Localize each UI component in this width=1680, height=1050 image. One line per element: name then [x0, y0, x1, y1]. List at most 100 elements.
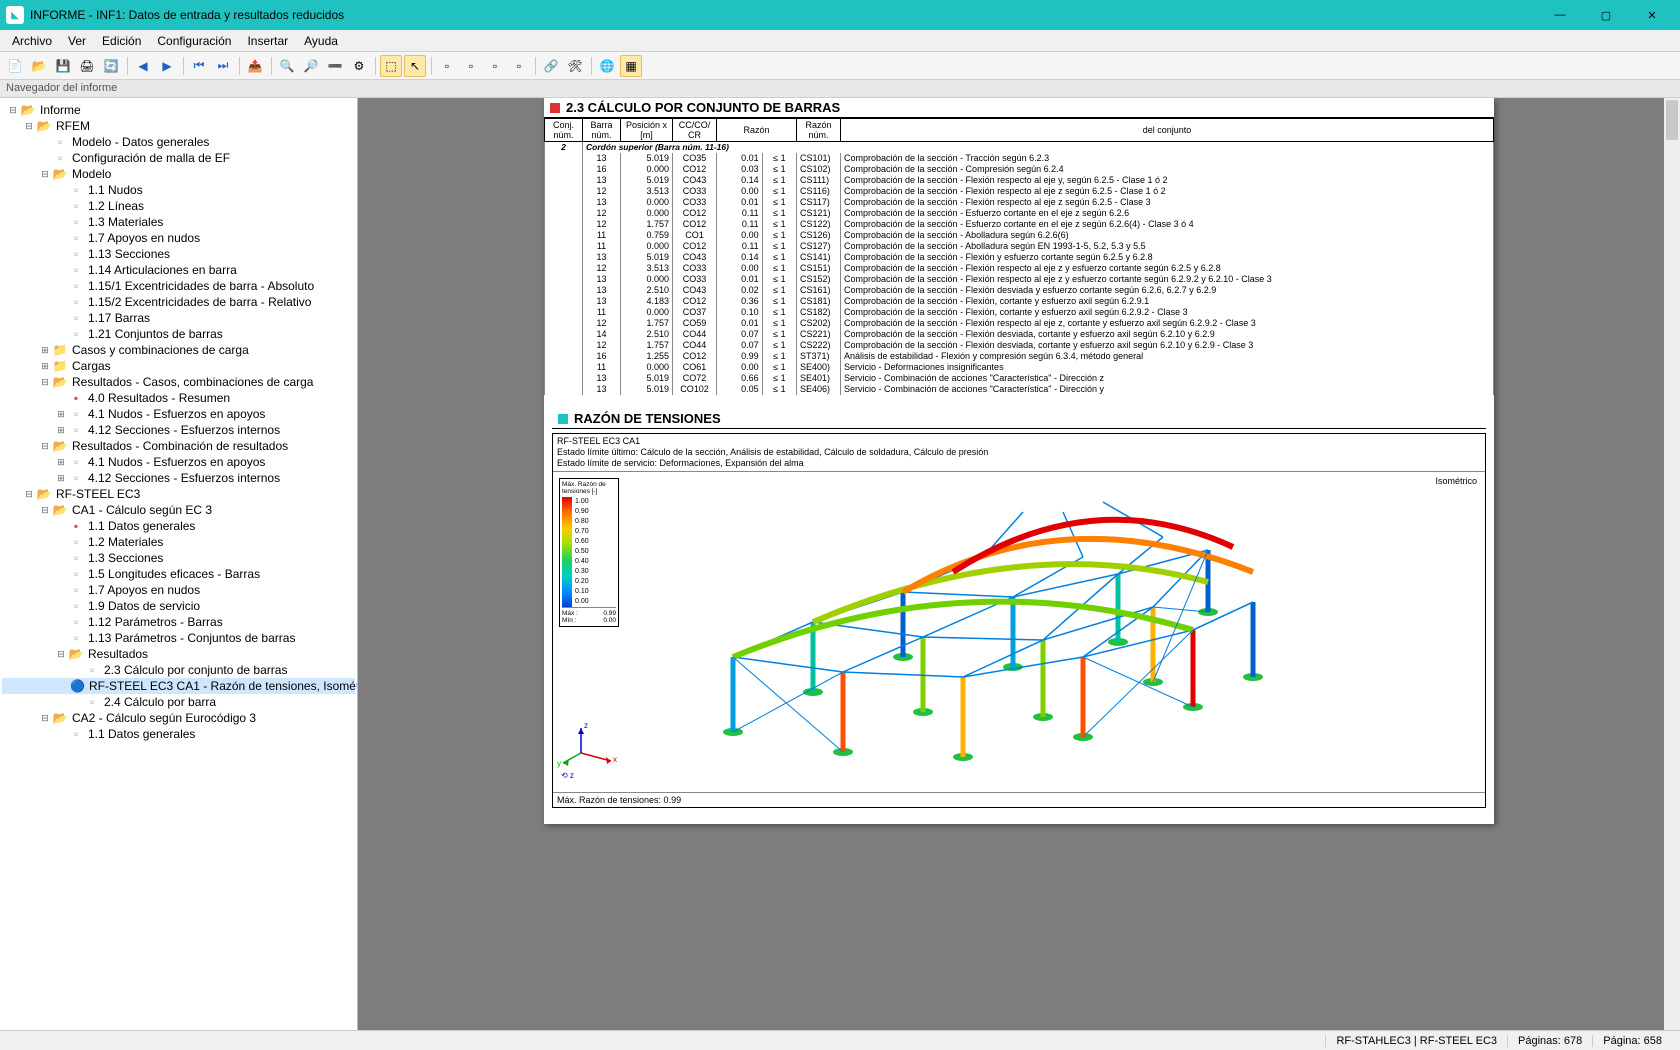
- tree-item-selected[interactable]: 🔵RF-STEEL EC3 CA1 - Razón de tensiones, …: [2, 678, 355, 694]
- tree-item[interactable]: ▫1.13 Parámetros - Conjuntos de barras: [2, 630, 355, 646]
- table-row: 110.000CO370.10≤ 1CS182)Comprobación de …: [545, 307, 1494, 318]
- tree-item[interactable]: ⊞▫4.1 Nudos - Esfuerzos en apoyos: [2, 454, 355, 470]
- menu-insertar[interactable]: Insertar: [239, 32, 296, 50]
- tb-last-icon[interactable]: ⏭: [212, 55, 234, 77]
- table-row: 135.019CO430.14≤ 1CS141)Comprobación de …: [545, 252, 1494, 263]
- tree-item[interactable]: ▪1.1 Datos generales: [2, 518, 355, 534]
- tree-cargas[interactable]: ⊞📁Cargas: [2, 358, 355, 374]
- vertical-scrollbar[interactable]: [1664, 98, 1680, 1030]
- statusbar: RF-STAHLEC3 | RF-STEEL EC3 Páginas: 678 …: [0, 1030, 1680, 1050]
- th-razon-num: Razón núm.: [797, 119, 841, 142]
- status-module: RF-STAHLEC3 | RF-STEEL EC3: [1325, 1035, 1507, 1047]
- tree-item[interactable]: ▫1.2 Materiales: [2, 534, 355, 550]
- tree-item[interactable]: ⊞▫4.12 Secciones - Esfuerzos internos: [2, 470, 355, 486]
- tree-item[interactable]: ▫1.21 Conjuntos de barras: [2, 326, 355, 342]
- iso-label: Isométrico: [1435, 476, 1477, 486]
- tb-new-icon[interactable]: 📄: [4, 55, 26, 77]
- tree-root[interactable]: ⊟📂Informe: [2, 102, 355, 118]
- menu-edicion[interactable]: Edición: [94, 32, 149, 50]
- tb-lang-icon[interactable]: 🌐: [596, 55, 618, 77]
- tb-grid-icon[interactable]: ▦: [620, 55, 642, 77]
- tree-item[interactable]: ▫1.14 Articulaciones en barra: [2, 262, 355, 278]
- tb-page3-icon[interactable]: ▫: [484, 55, 506, 77]
- tree-modelo[interactable]: ⊟📂Modelo: [2, 166, 355, 182]
- tb-tool-icon[interactable]: 🛠: [564, 55, 586, 77]
- tb-refresh-icon[interactable]: 🔄: [100, 55, 122, 77]
- tb-page4-icon[interactable]: ▫: [508, 55, 530, 77]
- tree-item[interactable]: ▫1.17 Barras: [2, 310, 355, 326]
- table-row: 110.000CO610.00≤ 1SE400)Servicio - Defor…: [545, 362, 1494, 373]
- status-page: Página: 658: [1592, 1035, 1672, 1047]
- menu-archivo[interactable]: Archivo: [4, 32, 60, 50]
- tb-open-icon[interactable]: 📂: [28, 55, 50, 77]
- tree-ca2[interactable]: ⊟📂CA2 - Cálculo según Eurocódigo 3: [2, 710, 355, 726]
- tree-item[interactable]: ▫1.7 Apoyos en nudos: [2, 230, 355, 246]
- tb-save-icon[interactable]: 💾: [52, 55, 74, 77]
- tb-page2-icon[interactable]: ▫: [460, 55, 482, 77]
- table-row: 135.019CO350.01≤ 1CS101)Comprobación de …: [545, 153, 1494, 164]
- tree-res-casos[interactable]: ⊟📂Resultados - Casos, combinaciones de c…: [2, 374, 355, 390]
- th-cc: CC/CO/ CR: [673, 119, 717, 142]
- toolbar-separator: [588, 55, 594, 77]
- tree-item[interactable]: ▫1.12 Parámetros - Barras: [2, 614, 355, 630]
- tree-casos[interactable]: ⊞📁Casos y combinaciones de carga: [2, 342, 355, 358]
- tb-next-icon[interactable]: ▶: [156, 55, 178, 77]
- tb-zoomout-icon[interactable]: ➖: [324, 55, 346, 77]
- tb-export-icon[interactable]: 📤: [244, 55, 266, 77]
- tree-res-comb[interactable]: ⊟📂Resultados - Combinación de resultados: [2, 438, 355, 454]
- legend-min-val: 0.00: [603, 617, 616, 624]
- tree-rfsteel[interactable]: ⊟📂RF-STEEL EC3: [2, 486, 355, 502]
- figure-footer: Máx. Razón de tensiones: 0.99: [553, 792, 1485, 807]
- tb-zoomfit-icon[interactable]: 🔎: [300, 55, 322, 77]
- tree-item[interactable]: ▫1.15/1 Excentricidades de barra - Absol…: [2, 278, 355, 294]
- close-button[interactable]: ✕: [1630, 1, 1674, 29]
- maximize-button[interactable]: ▢: [1584, 1, 1628, 29]
- table-row: 120.000CO120.11≤ 1CS121)Comprobación de …: [545, 208, 1494, 219]
- tree-rfem[interactable]: ⊟📂RFEM: [2, 118, 355, 134]
- tree-ca1[interactable]: ⊟📂CA1 - Cálculo según EC 3: [2, 502, 355, 518]
- table-row: 135.019CO1020.05≤ 1SE406)Servicio - Comb…: [545, 384, 1494, 395]
- tb-first-icon[interactable]: ⏮: [188, 55, 210, 77]
- report-viewport[interactable]: 2.3 CÁLCULO POR CONJUNTO DE BARRAS Conj.…: [358, 98, 1680, 1030]
- tree-item[interactable]: ▫Modelo - Datos generales: [2, 134, 355, 150]
- section-marker-icon: [550, 103, 560, 113]
- structure-isometric: [663, 482, 1283, 762]
- tb-print-icon[interactable]: 🖨: [76, 55, 98, 77]
- th-conjunto: del conjunto: [841, 119, 1494, 142]
- tb-select-icon[interactable]: ⬚: [380, 55, 402, 77]
- tb-settings-icon[interactable]: ⚙: [348, 55, 370, 77]
- tree-item[interactable]: ▫1.15/2 Excentricidades de barra - Relat…: [2, 294, 355, 310]
- minimize-button[interactable]: —: [1538, 1, 1582, 29]
- tree-item[interactable]: ▫1.3 Materiales: [2, 214, 355, 230]
- menu-ver[interactable]: Ver: [60, 32, 94, 50]
- table-row: 135.019CO430.14≤ 1CS111)Comprobación de …: [545, 175, 1494, 186]
- tree-item[interactable]: ▫1.1 Nudos: [2, 182, 355, 198]
- tree-item[interactable]: ⊞▫4.12 Secciones - Esfuerzos internos: [2, 422, 355, 438]
- tree-item[interactable]: ▫Configuración de malla de EF: [2, 150, 355, 166]
- tree-item[interactable]: ▫1.1 Datos generales: [2, 726, 355, 742]
- tb-link-icon[interactable]: 🔗: [540, 55, 562, 77]
- table-row: 134.183CO120.36≤ 1CS181)Comprobación de …: [545, 296, 1494, 307]
- navigator-tree[interactable]: ⊟📂Informe⊟📂RFEM▫Modelo - Datos generales…: [0, 98, 358, 1030]
- color-legend: Máx. Razón de tensiones [-] 1.000.900.80…: [559, 478, 619, 627]
- tree-item[interactable]: ▫1.9 Datos de servicio: [2, 598, 355, 614]
- menu-ayuda[interactable]: Ayuda: [296, 32, 346, 50]
- tree-item[interactable]: ▫1.13 Secciones: [2, 246, 355, 262]
- tree-item[interactable]: ▫2.3 Cálculo por conjunto de barras: [2, 662, 355, 678]
- toolbar-separator: [532, 55, 538, 77]
- tb-page1-icon[interactable]: ▫: [436, 55, 458, 77]
- tb-prev-icon[interactable]: ◀: [132, 55, 154, 77]
- table-row: 142.510CO440.07≤ 1CS221)Comprobación de …: [545, 329, 1494, 340]
- tree-resultados[interactable]: ⊟📂Resultados: [2, 646, 355, 662]
- tree-item[interactable]: ⊞▫4.1 Nudos - Esfuerzos en apoyos: [2, 406, 355, 422]
- tree-item[interactable]: ▫1.7 Apoyos en nudos: [2, 582, 355, 598]
- tree-item[interactable]: ▪4.0 Resultados - Resumen: [2, 390, 355, 406]
- tree-item[interactable]: ▫1.2 Líneas: [2, 198, 355, 214]
- tree-item[interactable]: ▫1.3 Secciones: [2, 550, 355, 566]
- toolbar-separator: [428, 55, 434, 77]
- tb-find-icon[interactable]: 🔍: [276, 55, 298, 77]
- tree-item[interactable]: ▫2.4 Cálculo por barra: [2, 694, 355, 710]
- tb-cursor-icon[interactable]: ↖: [404, 55, 426, 77]
- tree-item[interactable]: ▫1.5 Longitudes eficaces - Barras: [2, 566, 355, 582]
- menu-configuracion[interactable]: Configuración: [149, 32, 239, 50]
